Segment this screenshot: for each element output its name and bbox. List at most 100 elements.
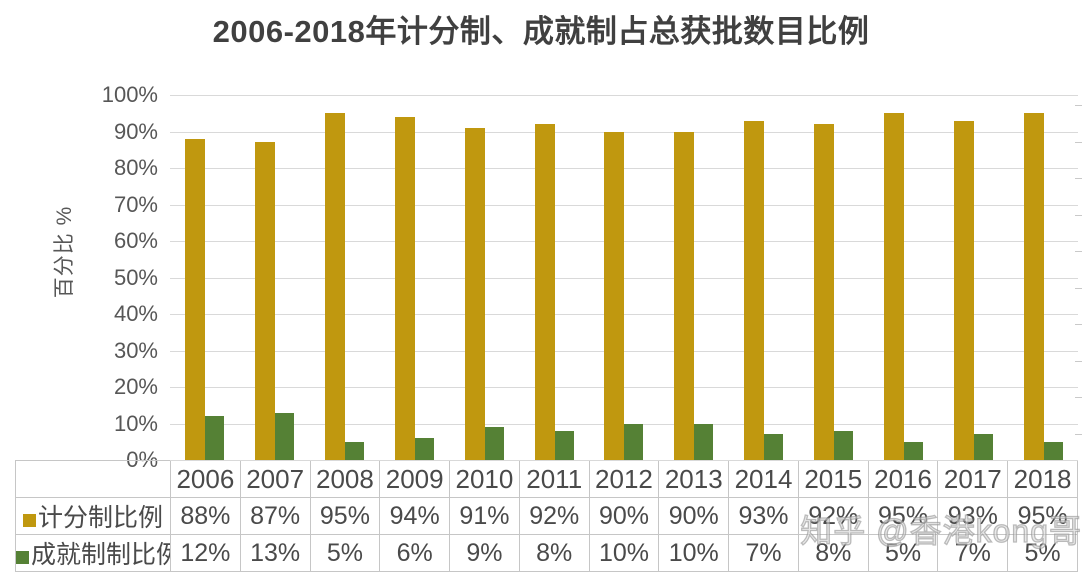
bar-成就制制比例-2008 (345, 441, 365, 460)
right-tick (1075, 397, 1082, 398)
value-cell-计分制比例-2014: 93% (728, 497, 799, 535)
bar-group-2007 (240, 95, 310, 460)
right-tick (1075, 433, 1082, 435)
watermark: 知乎 @香港kong哥 (800, 512, 1082, 549)
value-cell-计分制比例-2018: 95% (1007, 497, 1078, 535)
year-cell-2010: 2010 (449, 460, 520, 498)
value-cell-计分制比例-2012: 90% (588, 497, 660, 535)
table-row-成就制制比例: 成就制制比例 12% 13% 5% 6% 9% 8% 10% 10% 7% 8% 5% 7% 5% (15, 534, 1078, 572)
value-cell-计分制比例-2013: 90% (658, 497, 730, 535)
value-cell-成就制制比例-2006: 12% (170, 534, 241, 572)
y-tick-label: 20% (113, 374, 158, 399)
value-cell-计分制比例-2007: 87% (239, 497, 311, 535)
value-cell-成就制制比例-2015: 8% (797, 534, 869, 572)
bar-计分制比例-2007 (255, 142, 276, 460)
bar-group-2017 (938, 95, 1008, 460)
legend-label: 成就制制比例 (31, 541, 171, 569)
bar-计分制比例-2013 (674, 131, 695, 460)
year-cell-2012: 2012 (588, 460, 660, 498)
legend-swatch-icon (22, 514, 36, 527)
right-tick (1075, 251, 1082, 252)
value-cell-成就制制比例-2009: 6% (379, 534, 451, 572)
y-tick-label: 30% (113, 337, 158, 363)
gridline (170, 460, 1078, 461)
bar-成就制制比例-2009 (414, 438, 434, 460)
value-cell-计分制比例-2009: 94% (379, 497, 451, 535)
right-tick (1075, 105, 1082, 106)
y-tick-label: 60% (113, 228, 158, 253)
legend-label: 计分制比例 (37, 504, 163, 532)
bar-计分制比例-2017 (953, 120, 974, 460)
bar-group-2010 (449, 95, 519, 460)
right-tick (1075, 360, 1082, 362)
bar-group-2011 (519, 95, 589, 460)
value-cell-计分制比例-2017: 93% (937, 497, 1009, 535)
bar-成就制制比例-2006 (205, 416, 225, 460)
gridline (170, 95, 1078, 96)
data-table: 2006 2007 2008 2009 2010 2011 2012 2013 2014 2015… (15, 460, 1078, 572)
bar-计分制比例-2009 (394, 116, 415, 460)
y-tick-label: 90% (113, 118, 158, 144)
value-cell-成就制制比例-2010: 9% (449, 534, 520, 572)
year-cell-2008: 2008 (309, 460, 381, 498)
bar-group-2013 (659, 95, 729, 460)
y-tick-label: 40% (113, 301, 158, 326)
value-cell-成就制制比例-2018: 5% (1007, 534, 1078, 572)
bar-group-2012 (589, 95, 659, 460)
bar-成就制制比例-2018 (1043, 441, 1063, 460)
value-cell-成就制制比例-2012: 10% (588, 534, 660, 572)
x-axis-year-row: 2006 2007 2008 2009 2010 2011 2012 2013 2014 2015… (15, 460, 1078, 498)
bar-成就制制比例-2011 (554, 430, 574, 460)
value-cell-成就制制比例-2007: 13% (239, 534, 311, 572)
value-cell-计分制比例-2010: 91% (449, 497, 520, 535)
year-cell-2015: 2015 (797, 460, 869, 498)
year-cell-2018: 2018 (1007, 460, 1078, 498)
value-cell-计分制比例-2008: 95% (309, 497, 381, 535)
bar-group-2008 (310, 95, 380, 460)
value-cell-计分制比例-2011: 92% (518, 497, 590, 535)
bar-成就制制比例-2013 (694, 423, 714, 460)
value-cell-成就制制比例-2013: 10% (658, 534, 730, 572)
bar-成就制制比例-2010 (484, 427, 504, 460)
bar-计分制比例-2011 (534, 124, 555, 460)
value-cell-成就制制比例-2014: 7% (728, 534, 799, 572)
year-cell-2013: 2013 (658, 460, 730, 498)
value-cell-成就制制比例-2008: 5% (309, 534, 381, 572)
year-cell-2006: 2006 (170, 460, 241, 498)
bar-成就制制比例-2014 (764, 434, 784, 460)
bar-group-2006 (170, 95, 240, 460)
right-tick (1075, 214, 1082, 216)
legend-cell-成就制制比例: 成就制制比例 (15, 534, 171, 572)
plot-area (170, 95, 1078, 461)
bar-group-2014 (729, 95, 799, 460)
bar-计分制比例-2016 (883, 113, 904, 460)
y-axis-tick-labels: 0% 10% 20% 30% 40% 50% 60% 70% 80% 90% 100% (0, 83, 160, 472)
right-tick (1075, 324, 1082, 325)
bar-group-2016 (868, 95, 938, 460)
bar-group-2018 (1008, 95, 1078, 460)
bar-计分制比例-2015 (814, 124, 835, 460)
right-tick (1075, 287, 1082, 289)
bar-计分制比例-2018 (1023, 113, 1044, 460)
value-cell-成就制制比例-2016: 5% (867, 534, 939, 572)
value-cell-成就制制比例-2017: 7% (937, 534, 1009, 572)
right-tick (1075, 178, 1082, 179)
bar-计分制比例-2006 (185, 138, 206, 460)
y-tick-label: 70% (113, 191, 158, 217)
bar-成就制制比例-2017 (973, 434, 993, 460)
bar-groups (170, 95, 1078, 460)
value-cell-计分制比例-2006: 88% (170, 497, 241, 535)
value-cell-计分制比例-2016: 95% (867, 497, 939, 535)
bar-成就制制比例-2016 (903, 441, 923, 460)
value-cell-成就制制比例-2011: 8% (518, 534, 590, 572)
year-cell-2016: 2016 (867, 460, 939, 498)
bar-计分制比例-2010 (464, 127, 485, 460)
bar-成就制制比例-2012 (624, 423, 644, 460)
year-cell-2014: 2014 (728, 460, 799, 498)
y-tick-label: 100% (101, 82, 158, 107)
year-cell-2017: 2017 (937, 460, 1009, 498)
table-corner-cell (15, 460, 171, 498)
value-cell-计分制比例-2015: 92% (797, 497, 869, 535)
bar-group-2015 (799, 95, 869, 460)
